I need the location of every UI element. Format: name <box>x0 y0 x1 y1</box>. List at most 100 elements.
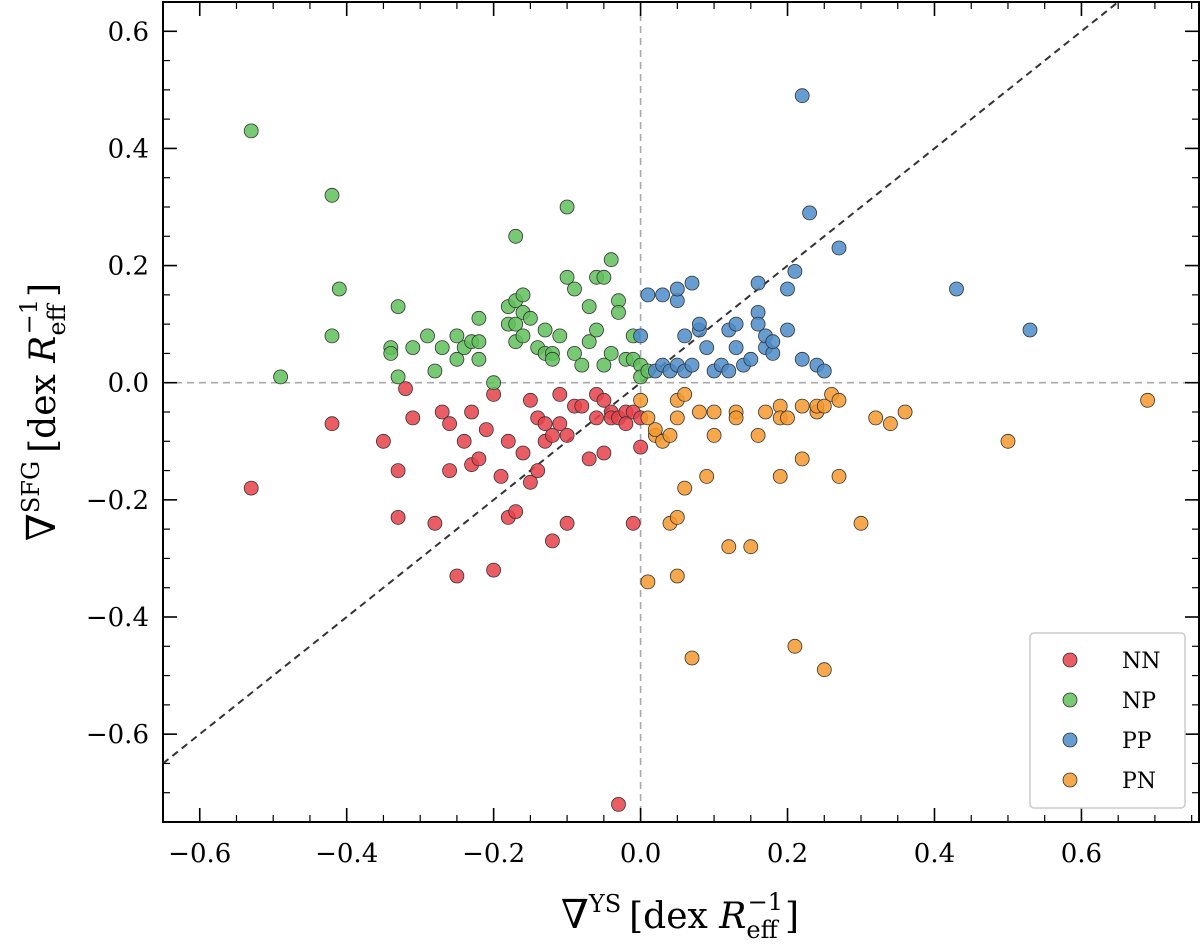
point-np-20 <box>486 375 502 391</box>
point-nn-14 <box>464 404 480 420</box>
point-np-0 <box>243 123 259 139</box>
point-np-4 <box>331 281 347 297</box>
point-np-40 <box>567 345 582 361</box>
point-nn-41 <box>596 445 612 461</box>
point-pn-41 <box>883 416 898 432</box>
point-pn-22 <box>743 539 759 555</box>
point-pn-13 <box>677 480 693 496</box>
point-np-10 <box>420 328 435 344</box>
point-nn-30 <box>545 427 560 443</box>
y-r: R <box>23 336 64 364</box>
point-nn-9 <box>442 416 458 432</box>
point-nn-42 <box>596 392 612 408</box>
point-np-6 <box>383 345 399 361</box>
point-nn-25 <box>523 474 538 490</box>
point-pn-14 <box>684 650 700 666</box>
point-pn-6 <box>662 427 678 443</box>
point-np-2 <box>324 187 340 203</box>
point-nn-35 <box>559 427 575 443</box>
point-np-7 <box>390 299 406 315</box>
point-nn-50 <box>625 515 641 531</box>
x-exponent: −1 <box>748 888 783 916</box>
point-nn-52 <box>633 439 648 455</box>
y-superscript: SFG <box>17 461 45 513</box>
point-np-8 <box>390 369 406 385</box>
legend-box <box>1029 632 1186 809</box>
point-np-3 <box>324 328 340 344</box>
legend: NN NP PP PN <box>1029 632 1186 809</box>
point-nn-7 <box>427 515 443 531</box>
point-nn-8 <box>434 404 450 420</box>
x-tick-label: 0.6 <box>1061 839 1102 869</box>
y-tick-label: −0.4 <box>86 603 149 633</box>
point-nn-18 <box>486 562 502 578</box>
point-pp-12 <box>684 357 700 373</box>
axis-ticks <box>162 1 1199 823</box>
point-pn-34 <box>816 662 832 678</box>
x-tick-label: −0.2 <box>462 839 525 869</box>
point-pn-35 <box>816 398 832 414</box>
point-np-29 <box>515 328 531 344</box>
point-np-35 <box>545 351 560 367</box>
point-pp-32 <box>780 322 795 338</box>
point-np-30 <box>523 310 538 326</box>
point-nn-32 <box>552 386 568 402</box>
point-pp-21 <box>728 340 744 356</box>
point-pn-15 <box>692 404 707 420</box>
point-pn-9 <box>669 410 685 426</box>
point-nn-23 <box>515 445 531 461</box>
point-nn-24 <box>523 392 538 408</box>
point-nn-38 <box>581 451 597 467</box>
point-nn-6 <box>405 410 421 426</box>
point-np-38 <box>559 269 575 285</box>
point-pp-26 <box>750 275 766 291</box>
point-pn-24 <box>758 404 773 420</box>
point-pn-40 <box>868 410 884 426</box>
point-nn-0 <box>243 480 259 496</box>
point-pp-8 <box>669 281 685 297</box>
point-nn-31 <box>545 533 560 549</box>
y-nabla: ∇ <box>19 513 65 541</box>
point-pp-35 <box>794 88 810 104</box>
x-r: R <box>718 896 746 937</box>
point-pn-31 <box>794 398 810 414</box>
y-tick-label: 0.2 <box>108 252 149 282</box>
point-pn-21 <box>728 410 744 426</box>
x-tick-label: 0.4 <box>914 839 955 869</box>
legend-marker-pn <box>1062 772 1078 788</box>
y-tick-label: 0.4 <box>108 134 149 164</box>
point-nn-16 <box>478 422 494 438</box>
point-nn-11 <box>449 568 465 584</box>
tick-labels: −0.6 −0.4 −0.2 0.0 0.2 0.4 0.6 −0.6 −0.4 −0.2 0.0 0… <box>86 17 1102 869</box>
point-nn-10 <box>442 463 458 479</box>
point-pp-0 <box>633 328 648 344</box>
y-bracket-close: ] <box>23 283 64 297</box>
point-pp-25 <box>750 316 766 332</box>
point-np-13 <box>449 351 465 367</box>
point-pp-38 <box>816 363 832 379</box>
point-pn-1 <box>640 410 656 426</box>
point-pp-39 <box>831 240 847 256</box>
point-np-14 <box>449 328 465 344</box>
point-np-32 <box>537 322 553 338</box>
point-np-45 <box>589 322 604 338</box>
point-pp-30 <box>765 334 781 350</box>
point-pn-38 <box>831 392 847 408</box>
point-np-48 <box>603 252 619 268</box>
point-pp-20 <box>728 316 744 332</box>
point-np-24 <box>508 316 524 332</box>
point-np-42 <box>581 299 597 315</box>
y-tick-label: 0.6 <box>108 17 149 47</box>
point-nn-34 <box>559 515 575 531</box>
legend-label-pp: PP <box>1122 729 1152 754</box>
point-nn-19 <box>493 468 509 484</box>
point-nn-28 <box>537 416 553 432</box>
point-np-46 <box>596 357 612 373</box>
point-pn-37 <box>831 468 847 484</box>
point-nn-46 <box>611 797 626 812</box>
point-nn-26 <box>530 463 546 479</box>
point-pp-15 <box>699 340 715 356</box>
point-pp-10 <box>677 328 693 344</box>
point-nn-40 <box>589 410 604 426</box>
